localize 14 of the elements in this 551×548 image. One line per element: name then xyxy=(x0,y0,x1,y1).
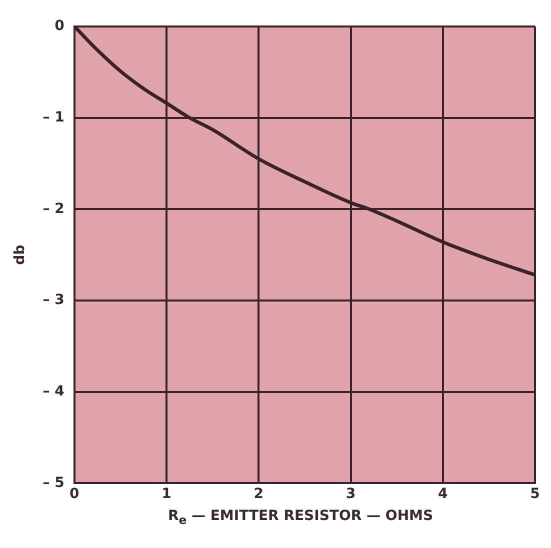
y-tick-label: – 2 xyxy=(42,200,64,217)
y-axis-title: db xyxy=(12,244,28,265)
y-tick-label: – 1 xyxy=(42,109,64,126)
y-tick-label: 0 xyxy=(54,18,65,34)
x-tick-label: 1 xyxy=(162,486,172,502)
x-axis-title: R$_{e}$ — EMITTER RESISTOR — OHMS xyxy=(166,508,434,527)
y-tick-label: – 4 xyxy=(42,383,65,400)
x-tick-label: 2 xyxy=(254,486,264,502)
x-tick-label: 4 xyxy=(438,486,448,502)
y-tick-label: – 3 xyxy=(42,292,64,308)
x-tick-label: 5 xyxy=(530,486,540,502)
y-tick-label: – 5 xyxy=(42,474,64,491)
x-tick-label: 3 xyxy=(346,486,356,502)
x-tick-label: 0 xyxy=(70,486,80,502)
